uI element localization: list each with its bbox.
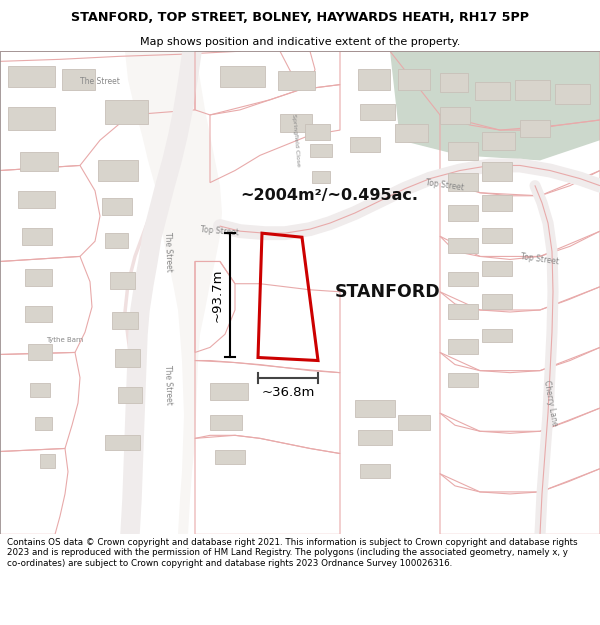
Polygon shape — [28, 344, 52, 359]
Polygon shape — [30, 382, 50, 397]
Text: ~2004m²/~0.495ac.: ~2004m²/~0.495ac. — [240, 188, 418, 203]
Polygon shape — [448, 142, 478, 161]
Polygon shape — [358, 430, 392, 446]
Polygon shape — [482, 294, 512, 309]
Polygon shape — [62, 69, 95, 89]
Polygon shape — [448, 238, 478, 253]
Polygon shape — [390, 51, 600, 161]
Polygon shape — [210, 415, 242, 430]
Polygon shape — [8, 107, 55, 130]
Text: STANFORD: STANFORD — [335, 282, 440, 301]
Polygon shape — [20, 152, 58, 171]
Text: Top Street: Top Street — [200, 225, 239, 238]
Polygon shape — [125, 51, 222, 534]
Polygon shape — [105, 233, 128, 248]
Polygon shape — [102, 198, 132, 215]
Text: Top Street: Top Street — [520, 253, 560, 267]
Polygon shape — [520, 120, 550, 137]
Text: ~93.7m: ~93.7m — [211, 269, 224, 322]
Polygon shape — [398, 69, 430, 89]
Text: Tythe Barn: Tythe Barn — [46, 338, 83, 343]
Polygon shape — [440, 107, 470, 124]
Text: Springfield Close: Springfield Close — [291, 114, 301, 167]
Polygon shape — [350, 137, 380, 152]
Text: Contains OS data © Crown copyright and database right 2021. This information is : Contains OS data © Crown copyright and d… — [7, 538, 578, 568]
Text: The Street: The Street — [80, 76, 120, 86]
Text: STANFORD, TOP STREET, BOLNEY, HAYWARDS HEATH, RH17 5PP: STANFORD, TOP STREET, BOLNEY, HAYWARDS H… — [71, 11, 529, 24]
Polygon shape — [358, 69, 390, 89]
Text: Top Street: Top Street — [425, 179, 465, 193]
Polygon shape — [110, 272, 135, 289]
Polygon shape — [35, 417, 52, 430]
Text: Map shows position and indicative extent of the property.: Map shows position and indicative extent… — [140, 37, 460, 47]
Text: The Street: The Street — [163, 231, 173, 271]
Polygon shape — [448, 304, 478, 319]
Polygon shape — [475, 82, 510, 100]
Polygon shape — [305, 124, 330, 140]
Polygon shape — [22, 228, 52, 245]
Polygon shape — [115, 349, 140, 367]
Polygon shape — [398, 415, 430, 430]
Polygon shape — [448, 339, 478, 354]
Polygon shape — [25, 306, 52, 322]
Polygon shape — [360, 104, 395, 120]
Polygon shape — [18, 191, 55, 208]
Polygon shape — [515, 79, 550, 100]
Polygon shape — [448, 173, 478, 191]
Text: ~36.8m: ~36.8m — [262, 386, 314, 399]
Polygon shape — [118, 387, 142, 403]
Polygon shape — [448, 205, 478, 221]
Polygon shape — [8, 66, 55, 87]
Polygon shape — [360, 464, 390, 478]
Polygon shape — [395, 124, 428, 142]
Polygon shape — [310, 144, 332, 158]
Polygon shape — [482, 195, 512, 211]
Polygon shape — [210, 382, 248, 400]
Polygon shape — [25, 269, 52, 286]
Polygon shape — [112, 312, 138, 329]
Polygon shape — [98, 161, 138, 181]
Polygon shape — [482, 261, 512, 276]
Polygon shape — [278, 71, 315, 89]
Text: The Street: The Street — [163, 365, 173, 405]
Polygon shape — [355, 400, 395, 417]
Polygon shape — [448, 372, 478, 387]
Polygon shape — [482, 329, 512, 342]
Polygon shape — [440, 74, 468, 92]
Polygon shape — [220, 66, 265, 87]
Polygon shape — [312, 171, 330, 182]
Polygon shape — [482, 132, 515, 150]
Text: Cherry Lane: Cherry Lane — [542, 379, 559, 427]
Polygon shape — [482, 228, 512, 243]
Polygon shape — [105, 100, 148, 124]
Polygon shape — [40, 454, 55, 468]
Polygon shape — [215, 451, 245, 464]
Polygon shape — [482, 162, 512, 181]
Polygon shape — [448, 272, 478, 286]
Polygon shape — [555, 84, 590, 104]
Polygon shape — [105, 436, 140, 451]
Polygon shape — [280, 114, 312, 132]
